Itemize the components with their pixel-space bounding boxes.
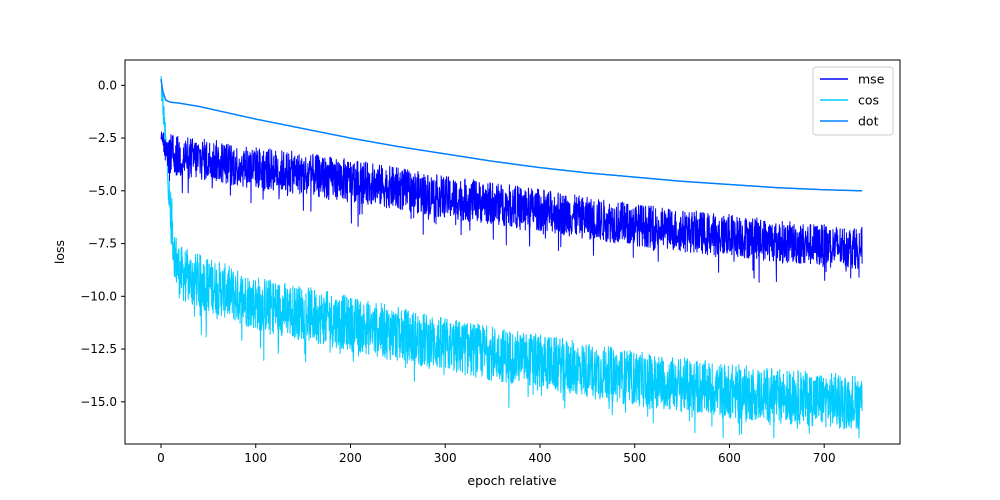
plot-lines: [160, 75, 863, 439]
y-tick-label: −5.0: [88, 184, 117, 198]
x-tick-label: 400: [529, 451, 552, 465]
y-tick-label: 0.0: [98, 78, 117, 92]
legend: mse cos dot: [812, 66, 894, 136]
y-tick-label: −15.0: [80, 395, 117, 409]
plot-frame: [124, 59, 901, 445]
legend-label-cos: cos: [858, 93, 879, 108]
y-tick-label: −12.5: [80, 342, 117, 356]
x-axis-label: epoch relative: [467, 473, 557, 488]
legend-label-mse: mse: [858, 72, 885, 87]
y-tick-label: −10.0: [80, 289, 117, 303]
legend-box: [812, 66, 894, 136]
x-tick-label: 300: [434, 451, 457, 465]
y-axis-ticks: 0.0 −2.5 −5.0 −7.5 −10.0 −12.5 −15.0: [80, 78, 125, 409]
x-tick-label: 200: [339, 451, 362, 465]
x-tick-label: 500: [623, 451, 646, 465]
legend-label-dot: dot: [858, 114, 879, 129]
x-tick-label: 100: [244, 451, 267, 465]
series-line-cos: [160, 75, 863, 439]
series-line-dot: [160, 78, 863, 192]
x-tick-label: 600: [718, 451, 741, 465]
y-tick-label: −7.5: [88, 237, 117, 251]
series-line-mse: [160, 131, 863, 283]
y-axis-label: loss: [52, 240, 67, 264]
x-axis-ticks: 0 100 200 300 400 500 600 700: [157, 444, 836, 465]
y-tick-label: −2.5: [88, 131, 117, 145]
x-tick-label: 700: [813, 451, 836, 465]
x-tick-label: 0: [157, 451, 165, 465]
